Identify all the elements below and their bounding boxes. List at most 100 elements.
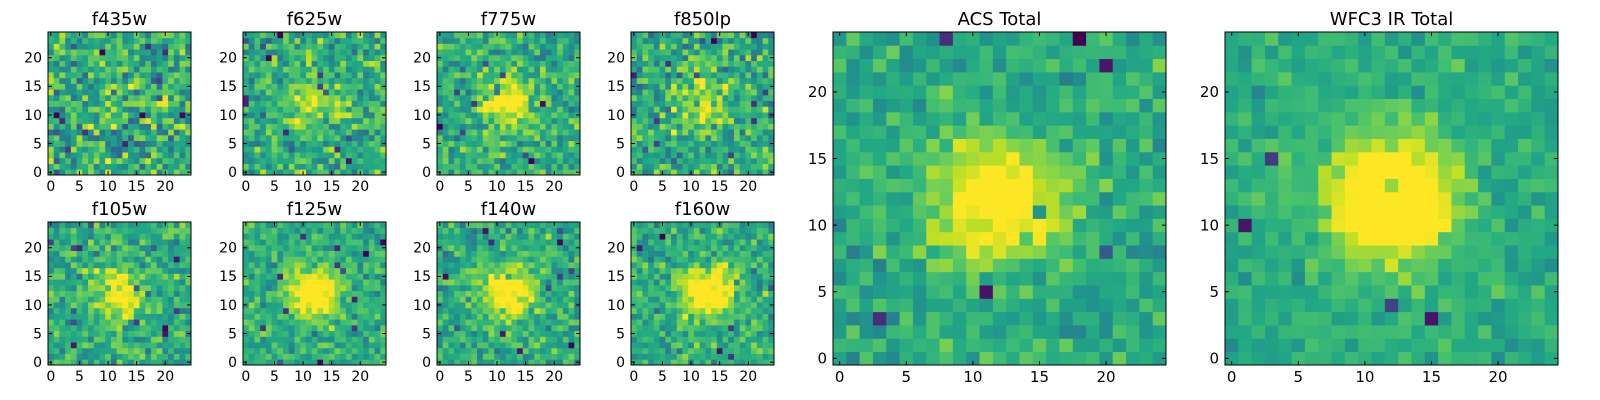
heatmap-cell xyxy=(271,134,278,142)
heatmap-cell xyxy=(676,140,683,147)
heatmap-cell xyxy=(676,32,683,39)
heatmap-cell xyxy=(128,72,135,79)
heatmap-cell xyxy=(294,123,301,130)
heatmap-cell xyxy=(317,169,324,176)
heatmap-cell xyxy=(185,72,192,79)
heatmap-cell xyxy=(173,342,180,349)
heatmap-cell xyxy=(351,140,358,147)
heatmap-cell xyxy=(300,157,307,164)
heatmap-cell xyxy=(294,129,301,136)
heatmap-cell xyxy=(99,163,106,170)
heatmap-cell xyxy=(334,134,341,142)
heatmap-cell xyxy=(185,106,192,113)
heatmap-cell xyxy=(185,163,192,170)
heatmap-cell xyxy=(454,117,461,124)
heatmap-cell xyxy=(437,129,444,136)
heatmap-cell xyxy=(380,163,387,170)
heatmap-cell xyxy=(711,129,718,136)
heatmap-cell xyxy=(511,49,518,56)
heatmap-cell xyxy=(139,163,146,170)
heatmap-cell xyxy=(659,112,666,119)
heatmap-cell xyxy=(768,72,775,79)
heatmap-cell xyxy=(59,123,66,130)
heatmap-cell xyxy=(294,302,301,309)
heatmap-cell xyxy=(545,89,552,96)
heatmap-cell xyxy=(93,244,100,251)
heatmap-cell xyxy=(288,336,295,343)
heatmap-cell xyxy=(133,227,140,234)
heatmap-cell xyxy=(88,250,95,257)
heatmap-cell xyxy=(477,222,484,229)
heatmap-cell xyxy=(499,359,507,366)
heatmap-cell xyxy=(363,267,370,274)
heatmap-cell xyxy=(477,123,484,130)
heatmap-cell xyxy=(345,239,353,246)
heatmap-cell xyxy=(711,347,718,354)
heatmap-cell xyxy=(368,106,375,113)
heatmap-cell xyxy=(99,222,106,229)
heatmap-cell xyxy=(150,60,158,67)
heatmap-cell xyxy=(122,83,129,90)
heatmap-cell xyxy=(70,66,77,73)
heatmap-cell xyxy=(173,54,180,61)
heatmap-cell xyxy=(551,43,558,50)
heatmap-cell xyxy=(442,43,449,50)
heatmap-cell xyxy=(99,54,106,61)
heatmap-cell xyxy=(283,256,290,263)
heatmap-cell xyxy=(363,233,370,240)
heatmap-cell xyxy=(248,129,255,136)
heatmap-cell xyxy=(659,100,666,107)
heatmap-cell xyxy=(53,227,60,234)
heatmap-cell xyxy=(471,66,478,73)
heatmap-cell xyxy=(488,296,495,303)
heatmap-cell xyxy=(762,66,769,73)
heatmap-cell xyxy=(477,77,484,84)
heatmap-cell xyxy=(665,336,672,343)
heatmap-cell xyxy=(494,72,501,79)
heatmap-cell xyxy=(133,239,140,246)
heatmap-cell xyxy=(133,140,140,147)
heatmap-cell xyxy=(522,296,529,303)
heatmap-cell xyxy=(93,140,100,147)
y-tick-label: 15 xyxy=(219,269,237,285)
heatmap-cell xyxy=(133,330,140,337)
heatmap-cell xyxy=(642,307,649,314)
heatmap-cell xyxy=(568,307,575,314)
heatmap-cell xyxy=(328,94,335,102)
heatmap-cell xyxy=(751,347,758,354)
heatmap-cell xyxy=(733,152,741,159)
heatmap-cell xyxy=(260,250,267,257)
heatmap-cell xyxy=(248,89,255,96)
heatmap-cell xyxy=(76,134,83,142)
heatmap-cell xyxy=(653,66,660,73)
heatmap-cell xyxy=(351,83,358,90)
heatmap-cell xyxy=(128,239,135,246)
heatmap-cell xyxy=(59,267,66,274)
heatmap-cell xyxy=(173,353,180,360)
heatmap-cell xyxy=(762,353,769,360)
heatmap-cell xyxy=(150,359,158,366)
heatmap-cell xyxy=(448,94,455,102)
heatmap-cell xyxy=(150,134,158,142)
heatmap-cell xyxy=(294,66,301,73)
heatmap-cell xyxy=(517,239,524,246)
heatmap-cell xyxy=(323,250,330,257)
heatmap-cell xyxy=(156,267,163,274)
heatmap-cell xyxy=(88,222,95,229)
heatmap-cell xyxy=(739,77,746,84)
heatmap-cell xyxy=(648,279,655,286)
heatmap-cell xyxy=(363,222,370,229)
heatmap-cell xyxy=(345,66,353,73)
heatmap-cell xyxy=(145,302,152,309)
heatmap-cell xyxy=(368,284,375,292)
heatmap-cell xyxy=(53,319,60,326)
heatmap-cell xyxy=(442,273,449,280)
heatmap-cell xyxy=(248,152,255,159)
heatmap-cell xyxy=(70,123,77,130)
heatmap-cell xyxy=(711,37,718,44)
heatmap-cell xyxy=(642,347,649,354)
heatmap-cell xyxy=(271,290,278,297)
heatmap-cell xyxy=(648,83,655,90)
heatmap-cell xyxy=(254,89,261,96)
heatmap-cell xyxy=(328,106,335,113)
